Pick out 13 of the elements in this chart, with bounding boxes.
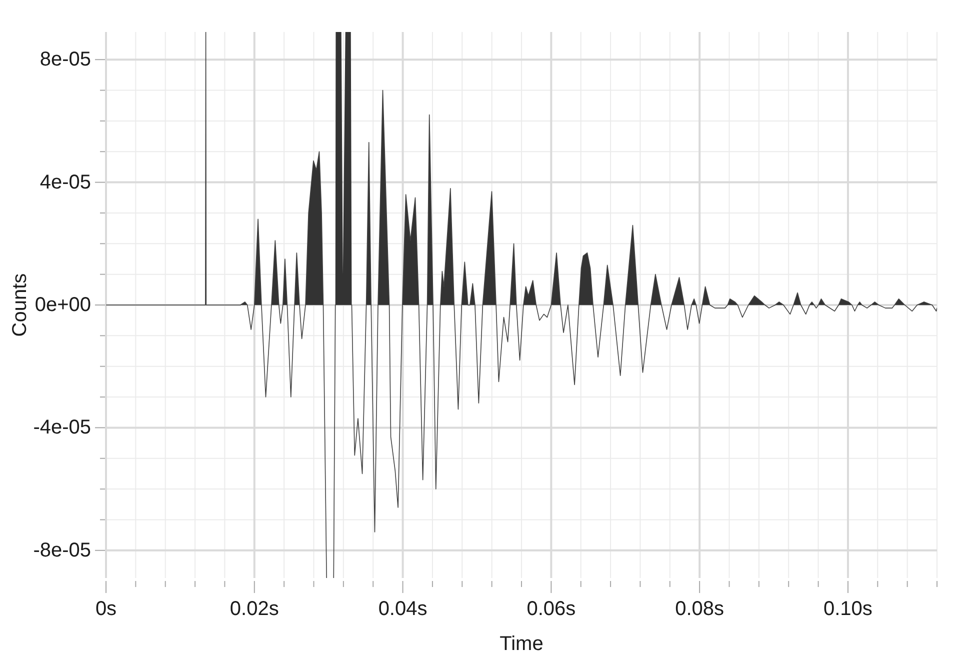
- x-tick-label: 0.04s: [378, 598, 428, 620]
- x-axis-title: Time: [500, 633, 544, 655]
- y-tick-label: 4e-05: [40, 171, 91, 194]
- y-tick-label: -4e-05: [33, 416, 91, 439]
- y-tick-label: 0e+00: [34, 294, 91, 316]
- x-tick-label: 0.10s: [823, 598, 872, 620]
- y-axis-title: Counts: [9, 273, 31, 337]
- y-tick-label: 8e-05: [40, 48, 91, 71]
- y-tick-label: -8e-05: [33, 539, 91, 562]
- x-tick-label: 0.08s: [675, 598, 724, 620]
- x-tick-label: 0s: [95, 598, 117, 620]
- x-tick-label: 0.06s: [526, 598, 576, 620]
- x-tick-label: 0.02s: [230, 598, 279, 620]
